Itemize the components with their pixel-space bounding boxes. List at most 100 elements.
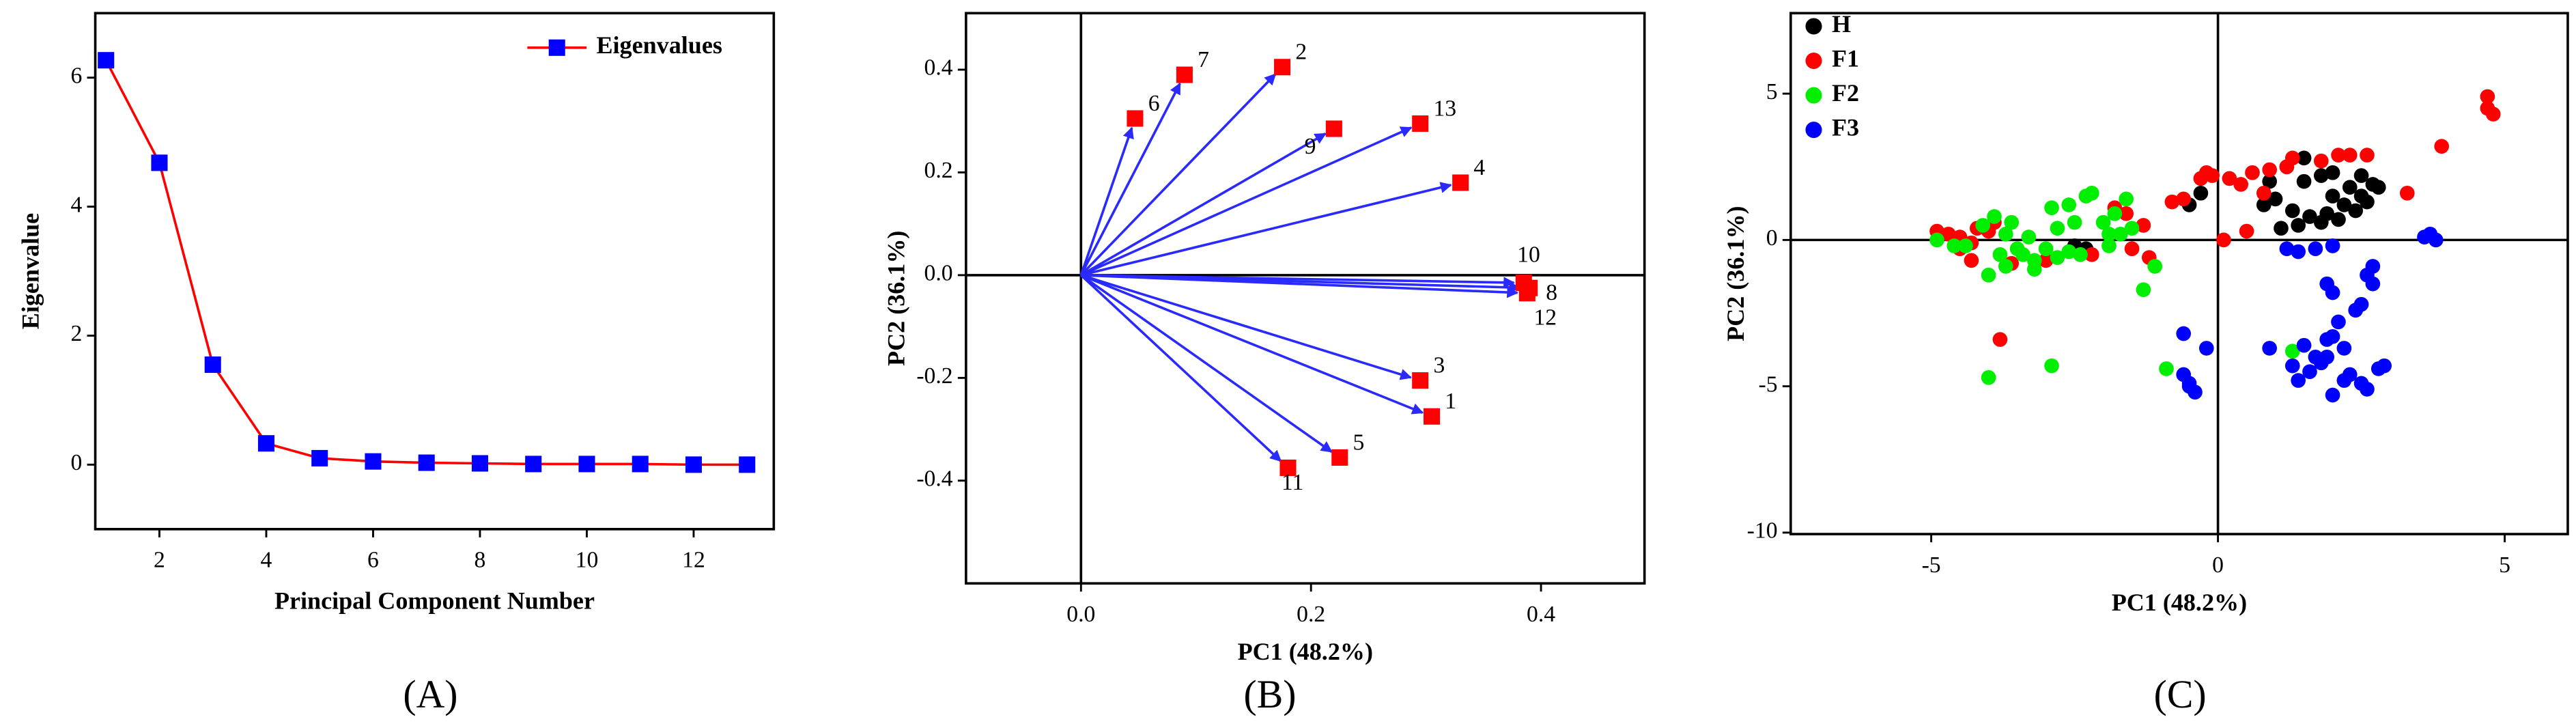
data-point <box>2279 241 2295 257</box>
data-point <box>2331 212 2346 227</box>
data-point <box>2485 107 2501 122</box>
legend-label: H <box>1832 10 1851 38</box>
loading-point <box>1331 449 1348 466</box>
data-point <box>2302 209 2317 224</box>
loading-arrow <box>1080 132 1327 277</box>
data-point <box>471 455 488 472</box>
data-point <box>2360 194 2375 210</box>
data-point <box>2291 373 2306 388</box>
data-point <box>2348 203 2364 219</box>
data-point <box>2325 165 2340 180</box>
data-point <box>2205 168 2220 183</box>
data-point <box>2331 148 2346 163</box>
data-point <box>2336 341 2352 356</box>
data-point <box>2325 238 2340 253</box>
data-point <box>632 456 649 473</box>
data-point <box>2399 185 2415 201</box>
legend-label: Eigenvalues <box>596 31 722 59</box>
y-tick-label: -5 <box>1759 372 1778 397</box>
loading-arrow <box>1079 82 1181 276</box>
data-point <box>2119 206 2134 221</box>
data-point <box>2239 223 2254 239</box>
x-tick-label: -5 <box>1922 552 1941 578</box>
loading-arrow <box>1081 274 1519 298</box>
data-point <box>2296 337 2312 353</box>
data-point <box>311 449 328 466</box>
data-point <box>685 456 702 473</box>
data-point <box>1981 369 1996 385</box>
data-point <box>2256 197 2271 212</box>
data-point <box>2262 173 2278 189</box>
point-label: 11 <box>1282 470 1303 495</box>
loading-point <box>1518 285 1535 302</box>
plot-frame <box>94 12 776 531</box>
data-point <box>1998 226 2013 242</box>
data-point <box>2377 358 2392 374</box>
loading-point <box>1412 115 1429 132</box>
data-point <box>2291 218 2306 233</box>
data-point <box>2279 159 2295 175</box>
loading-arrow <box>1080 274 1413 380</box>
x-tick-label: 5 <box>2499 552 2510 578</box>
data-point <box>204 356 221 374</box>
loading-arrow <box>1080 182 1452 277</box>
legend-marker <box>1805 122 1822 139</box>
data-point <box>2342 367 2358 382</box>
data-point <box>2147 259 2163 274</box>
data-point <box>2112 226 2128 242</box>
data-point <box>2026 262 2042 277</box>
data-point <box>1987 209 2002 224</box>
x-tick-label: 0.2 <box>1297 602 1325 627</box>
data-point <box>2050 250 2065 265</box>
data-point <box>2004 214 2020 230</box>
point-label: 13 <box>1433 96 1456 121</box>
data-point <box>2176 326 2192 341</box>
x-tick-label: 2 <box>154 548 165 573</box>
data-point <box>2107 206 2123 221</box>
y-axis-label: Eigenvalue <box>16 213 44 329</box>
y-tick-label: 5 <box>1766 79 1778 104</box>
data-point <box>2101 226 2117 242</box>
data-point <box>2274 221 2289 236</box>
data-point <box>1940 226 1956 242</box>
data-point <box>2325 387 2340 403</box>
loading-arrow <box>1080 274 1282 462</box>
data-point <box>151 154 168 171</box>
data-point <box>2119 191 2134 207</box>
x-tick-label: 0.4 <box>1527 602 1555 627</box>
data-point <box>2342 180 2358 195</box>
data-point <box>2365 259 2381 274</box>
data-point <box>2193 171 2209 186</box>
x-axis-label: PC1 (48.2%) <box>1238 638 1373 665</box>
data-point <box>98 52 115 69</box>
data-point <box>418 454 435 471</box>
data-point <box>2176 191 2192 207</box>
data-point <box>2308 241 2323 257</box>
data-point <box>2136 282 2151 298</box>
data-point <box>2044 358 2059 374</box>
data-point <box>2262 162 2278 178</box>
data-point <box>2222 171 2237 186</box>
data-point <box>1964 253 1979 268</box>
point-label: 9 <box>1305 134 1316 159</box>
y-axis-label: PC2 (36.1%) <box>1722 206 1749 341</box>
loading-arrow <box>1080 73 1277 277</box>
y-tick-label: 0.0 <box>924 261 953 286</box>
data-point <box>2061 244 2077 260</box>
loading-point <box>1279 459 1297 477</box>
x-tick-label: 10 <box>576 548 599 573</box>
data-point <box>2262 341 2278 356</box>
data-point <box>2325 328 2340 344</box>
data-point <box>1992 247 2008 262</box>
data-point <box>1958 238 1973 253</box>
data-point <box>2325 188 2340 204</box>
data-point <box>2067 214 2082 230</box>
data-point <box>2360 148 2375 163</box>
data-point <box>2370 180 2386 195</box>
data-point <box>2302 364 2317 380</box>
data-point <box>2480 89 2495 104</box>
loading-point <box>1176 66 1193 83</box>
data-point <box>2284 358 2300 374</box>
